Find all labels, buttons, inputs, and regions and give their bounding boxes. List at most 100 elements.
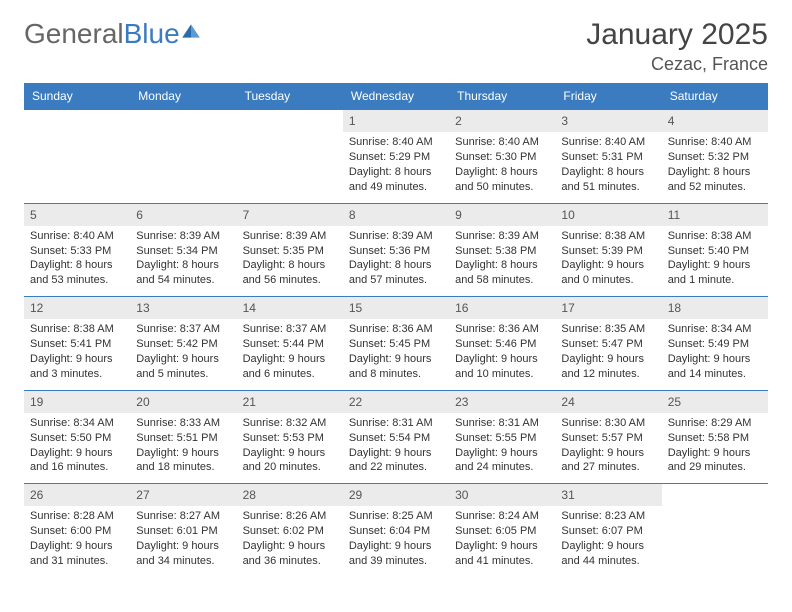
sunrise-label: Sunrise: <box>668 230 711 242</box>
daylight-label: Daylight: <box>243 259 289 271</box>
day-number: 19 <box>24 391 130 413</box>
sunset-value: 5:51 PM <box>177 432 218 444</box>
daylight-line: Daylight: 9 hours and 34 minutes. <box>136 539 230 569</box>
sunset-value: 5:53 PM <box>283 432 324 444</box>
day-number: 2 <box>449 110 555 132</box>
sunrise-value: 8:40 AM <box>605 136 645 148</box>
sunrise-label: Sunrise: <box>30 417 73 429</box>
day-body: Sunrise: 8:28 AMSunset: 6:00 PMDaylight:… <box>24 506 130 576</box>
day-body: Sunrise: 8:39 AMSunset: 5:38 PMDaylight:… <box>449 226 555 296</box>
sunset-label: Sunset: <box>136 525 176 537</box>
sunset-label: Sunset: <box>561 525 601 537</box>
brand-name-gray: General <box>24 18 124 49</box>
calendar-day-cell: 3Sunrise: 8:40 AMSunset: 5:31 PMDaylight… <box>555 110 661 204</box>
daylight-line: Daylight: 9 hours and 44 minutes. <box>561 539 655 569</box>
sunset-line: Sunset: 6:01 PM <box>136 524 230 539</box>
sunrise-value: 8:36 AM <box>499 323 539 335</box>
calendar-day-cell: 17Sunrise: 8:35 AMSunset: 5:47 PMDayligh… <box>555 297 661 391</box>
weekday-header: Friday <box>555 83 661 110</box>
sunset-line: Sunset: 6:04 PM <box>349 524 443 539</box>
day-body: Sunrise: 8:38 AMSunset: 5:40 PMDaylight:… <box>662 226 768 296</box>
sunrise-line: Sunrise: 8:40 AM <box>668 135 762 150</box>
sunset-value: 5:34 PM <box>177 245 218 257</box>
daylight-line: Daylight: 9 hours and 27 minutes. <box>561 446 655 476</box>
day-body: Sunrise: 8:31 AMSunset: 5:55 PMDaylight:… <box>449 413 555 483</box>
sunrise-label: Sunrise: <box>349 136 392 148</box>
day-number: 4 <box>662 110 768 132</box>
calendar-day-cell: 24Sunrise: 8:30 AMSunset: 5:57 PMDayligh… <box>555 390 661 484</box>
sunrise-line: Sunrise: 8:28 AM <box>30 509 124 524</box>
sunset-line: Sunset: 5:49 PM <box>668 337 762 352</box>
sunset-line: Sunset: 5:54 PM <box>349 431 443 446</box>
daylight-line: Daylight: 9 hours and 41 minutes. <box>455 539 549 569</box>
daylight-line: Daylight: 9 hours and 22 minutes. <box>349 446 443 476</box>
daylight-label: Daylight: <box>561 166 607 178</box>
day-number: 28 <box>237 484 343 506</box>
sunrise-value: 8:23 AM <box>605 510 645 522</box>
sunset-label: Sunset: <box>243 525 283 537</box>
sunset-line: Sunset: 5:55 PM <box>455 431 549 446</box>
calendar-day-cell: 31Sunrise: 8:23 AMSunset: 6:07 PMDayligh… <box>555 484 661 577</box>
daylight-label: Daylight: <box>30 447 76 459</box>
sunrise-value: 8:40 AM <box>73 230 113 242</box>
sunset-line: Sunset: 5:53 PM <box>243 431 337 446</box>
day-number: 18 <box>662 297 768 319</box>
daylight-line: Daylight: 8 hours and 56 minutes. <box>243 258 337 288</box>
day-number: 31 <box>555 484 661 506</box>
day-body: Sunrise: 8:33 AMSunset: 5:51 PMDaylight:… <box>130 413 236 483</box>
sunrise-value: 8:38 AM <box>711 230 751 242</box>
sunrise-line: Sunrise: 8:34 AM <box>668 322 762 337</box>
page-header: GeneralBlue January 2025 Cezac, France <box>24 18 768 75</box>
sunset-label: Sunset: <box>30 245 70 257</box>
sunset-value: 6:01 PM <box>177 525 218 537</box>
day-number: 22 <box>343 391 449 413</box>
sunset-label: Sunset: <box>243 338 283 350</box>
sunrise-label: Sunrise: <box>561 417 604 429</box>
sunset-line: Sunset: 5:31 PM <box>561 150 655 165</box>
day-number: 9 <box>449 204 555 226</box>
sunrise-label: Sunrise: <box>349 417 392 429</box>
location-label: Cezac, France <box>586 54 768 75</box>
sunrise-line: Sunrise: 8:24 AM <box>455 509 549 524</box>
daylight-line: Daylight: 8 hours and 58 minutes. <box>455 258 549 288</box>
sunset-value: 6:05 PM <box>495 525 536 537</box>
daylight-line: Daylight: 9 hours and 3 minutes. <box>30 352 124 382</box>
daylight-line: Daylight: 9 hours and 24 minutes. <box>455 446 549 476</box>
day-body: Sunrise: 8:36 AMSunset: 5:45 PMDaylight:… <box>343 319 449 389</box>
calendar-day-cell: 7Sunrise: 8:39 AMSunset: 5:35 PMDaylight… <box>237 203 343 297</box>
day-number: 7 <box>237 204 343 226</box>
sunrise-line: Sunrise: 8:36 AM <box>349 322 443 337</box>
calendar-day-cell <box>24 110 130 204</box>
sunrise-value: 8:39 AM <box>392 230 432 242</box>
day-number: 11 <box>662 204 768 226</box>
sunrise-line: Sunrise: 8:31 AM <box>455 416 549 431</box>
day-body: Sunrise: 8:36 AMSunset: 5:46 PMDaylight:… <box>449 319 555 389</box>
day-number: 6 <box>130 204 236 226</box>
calendar-day-cell: 2Sunrise: 8:40 AMSunset: 5:30 PMDaylight… <box>449 110 555 204</box>
sunrise-value: 8:31 AM <box>499 417 539 429</box>
sunset-value: 5:46 PM <box>495 338 536 350</box>
daylight-label: Daylight: <box>349 447 395 459</box>
day-body: Sunrise: 8:35 AMSunset: 5:47 PMDaylight:… <box>555 319 661 389</box>
sunrise-label: Sunrise: <box>561 136 604 148</box>
day-number: 23 <box>449 391 555 413</box>
sunset-value: 5:42 PM <box>177 338 218 350</box>
sunset-value: 5:55 PM <box>495 432 536 444</box>
sunrise-line: Sunrise: 8:25 AM <box>349 509 443 524</box>
day-number <box>24 110 130 132</box>
sunrise-label: Sunrise: <box>349 323 392 335</box>
sunrise-value: 8:29 AM <box>711 417 751 429</box>
calendar-day-cell: 25Sunrise: 8:29 AMSunset: 5:58 PMDayligh… <box>662 390 768 484</box>
day-body <box>237 132 343 158</box>
sunset-label: Sunset: <box>455 432 495 444</box>
calendar-week-row: 12Sunrise: 8:38 AMSunset: 5:41 PMDayligh… <box>24 297 768 391</box>
sunrise-line: Sunrise: 8:39 AM <box>349 229 443 244</box>
sunset-label: Sunset: <box>30 525 70 537</box>
day-body <box>662 506 768 532</box>
calendar-day-cell <box>237 110 343 204</box>
daylight-line: Daylight: 8 hours and 52 minutes. <box>668 165 762 195</box>
sunrise-line: Sunrise: 8:32 AM <box>243 416 337 431</box>
weekday-header: Wednesday <box>343 83 449 110</box>
sunrise-line: Sunrise: 8:39 AM <box>455 229 549 244</box>
calendar-day-cell: 23Sunrise: 8:31 AMSunset: 5:55 PMDayligh… <box>449 390 555 484</box>
